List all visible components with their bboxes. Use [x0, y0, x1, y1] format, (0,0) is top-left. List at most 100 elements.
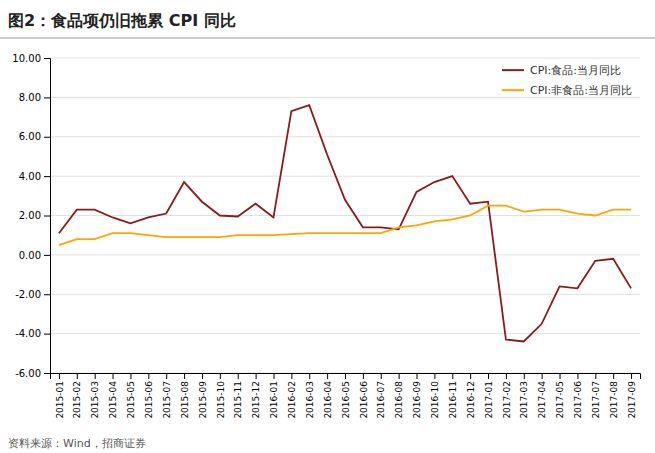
- x-tick-mark: [202, 373, 203, 379]
- x-tick-label: 2016-09: [412, 381, 422, 419]
- x-axis-line: [51, 374, 641, 380]
- series-line: [59, 206, 631, 245]
- y-tick: 0.00: [19, 250, 50, 261]
- x-tick-label: 2016-10: [430, 381, 440, 419]
- x-tick-mark: [166, 373, 167, 379]
- x-tick: 2016-09: [412, 373, 422, 419]
- x-tick-label: 2016-04: [323, 381, 333, 419]
- x-tick-label: 2017-02: [502, 381, 512, 419]
- x-tick-label: 2017-05: [555, 381, 565, 419]
- x-tick: 2016-12: [466, 373, 476, 419]
- x-tick-label: 2017-08: [609, 381, 619, 419]
- x-tick-label: 2015-12: [251, 381, 261, 419]
- y-tick-mark: [44, 216, 50, 217]
- x-tick-label: 2016-11: [448, 381, 458, 419]
- y-tick: -4.00: [15, 328, 50, 339]
- x-tick-mark: [95, 373, 96, 379]
- y-tick-mark: [44, 294, 50, 295]
- y-tick-mark: [44, 176, 50, 177]
- y-tick: -2.00: [15, 289, 50, 300]
- y-tick: 6.00: [19, 131, 50, 142]
- grid-line: [50, 333, 640, 334]
- x-tick: 2017-04: [537, 373, 547, 419]
- grid: [50, 58, 640, 373]
- x-tick: 2017-06: [573, 373, 583, 419]
- x-tick: 2015-11: [233, 373, 243, 419]
- x-tick-mark: [488, 373, 489, 379]
- x-tick-label: 2015-01: [55, 381, 65, 419]
- x-tick-label: 2016-02: [287, 381, 297, 419]
- x-tick-mark: [577, 373, 578, 379]
- x-tick-mark: [506, 373, 507, 379]
- x-tick-mark: [434, 373, 435, 379]
- x-tick: 2015-06: [144, 373, 154, 419]
- x-tick: 2015-08: [180, 373, 190, 419]
- legend: CPI:食品:当月同比 CPI:非食品:当月同比: [502, 64, 632, 97]
- x-tick: 2016-07: [376, 373, 386, 419]
- x-tick-label: 2015-02: [72, 381, 82, 419]
- y-tick-mark: [44, 255, 50, 256]
- x-tick-label: 2016-06: [359, 381, 369, 419]
- y-axis: -6.00-4.00-2.000.002.004.006.008.0010.00: [12, 53, 50, 379]
- chart-container: 图2：食品项仍旧拖累 CPI 同比资料来源：Wind，招商证券-6.00-4.0…: [0, 0, 655, 453]
- x-tick-mark: [273, 373, 274, 379]
- x-tick: 2016-02: [287, 373, 297, 419]
- y-tick-label: -2.00: [15, 289, 41, 300]
- y-tick-label: 0.00: [19, 250, 41, 261]
- legend-label: CPI:食品:当月同比: [530, 64, 621, 77]
- x-tick-label: 2015-10: [215, 381, 225, 419]
- x-tick: 2016-01: [269, 373, 279, 419]
- y-tick-mark: [44, 97, 50, 98]
- x-tick: 2017-03: [519, 373, 529, 419]
- x-tick: 2015-12: [251, 373, 261, 419]
- x-tick-mark: [613, 373, 614, 379]
- x-tick-mark: [238, 373, 239, 379]
- grid-line: [50, 176, 640, 177]
- x-tick: 2016-06: [359, 373, 369, 419]
- x-tick: 2016-04: [323, 373, 333, 419]
- x-tick-mark: [399, 373, 400, 379]
- x-tick-label: 2016-03: [305, 381, 315, 419]
- x-tick: 2017-07: [591, 373, 601, 419]
- x-tick-mark: [363, 373, 364, 379]
- x-tick: 2017-05: [555, 373, 565, 419]
- x-tick-label: 2017-07: [591, 381, 601, 419]
- x-tick-label: 2015-09: [198, 381, 208, 419]
- x-tick-mark: [452, 373, 453, 379]
- legend-swatch: [502, 69, 524, 71]
- grid-line: [50, 215, 640, 216]
- y-tick: 4.00: [19, 171, 50, 182]
- x-tick: 2016-08: [394, 373, 404, 419]
- x-tick-mark: [631, 373, 632, 379]
- x-tick-label: 2015-07: [162, 381, 172, 419]
- x-tick-label: 2017-04: [537, 381, 547, 419]
- x-tick-label: 2016-05: [341, 381, 351, 419]
- y-tick-label: 10.00: [12, 53, 41, 64]
- y-tick-mark: [44, 373, 50, 374]
- chart-title: 图2：食品项仍旧拖累 CPI 同比: [8, 11, 236, 30]
- x-tick-mark: [113, 373, 114, 379]
- x-tick-mark: [417, 373, 418, 379]
- x-tick-label: 2016-08: [394, 381, 404, 419]
- x-tick-label: 2017-09: [627, 381, 637, 419]
- x-tick-mark: [59, 373, 60, 379]
- y-tick-label: 4.00: [19, 171, 41, 182]
- x-tick-mark: [130, 373, 131, 379]
- x-tick: 2015-04: [108, 373, 118, 419]
- x-tick: 2017-08: [609, 373, 619, 419]
- y-axis-line: [44, 59, 51, 374]
- x-tick: 2017-09: [627, 373, 637, 419]
- y-tick: -6.00: [15, 368, 50, 379]
- x-tick-mark: [148, 373, 149, 379]
- y-tick-label: -4.00: [15, 328, 41, 339]
- x-tick-label: 2015-05: [126, 381, 136, 419]
- legend-item: CPI:非食品:当月同比: [502, 84, 632, 97]
- grid-line: [50, 294, 640, 295]
- y-tick-label: 6.00: [19, 131, 41, 142]
- y-tick-label: 8.00: [19, 92, 41, 103]
- x-tick: 2016-10: [430, 373, 440, 419]
- x-tick-mark: [184, 373, 185, 379]
- x-tick-label: 2017-01: [484, 381, 494, 419]
- x-tick: 2015-09: [198, 373, 208, 419]
- y-tick-mark: [44, 334, 50, 335]
